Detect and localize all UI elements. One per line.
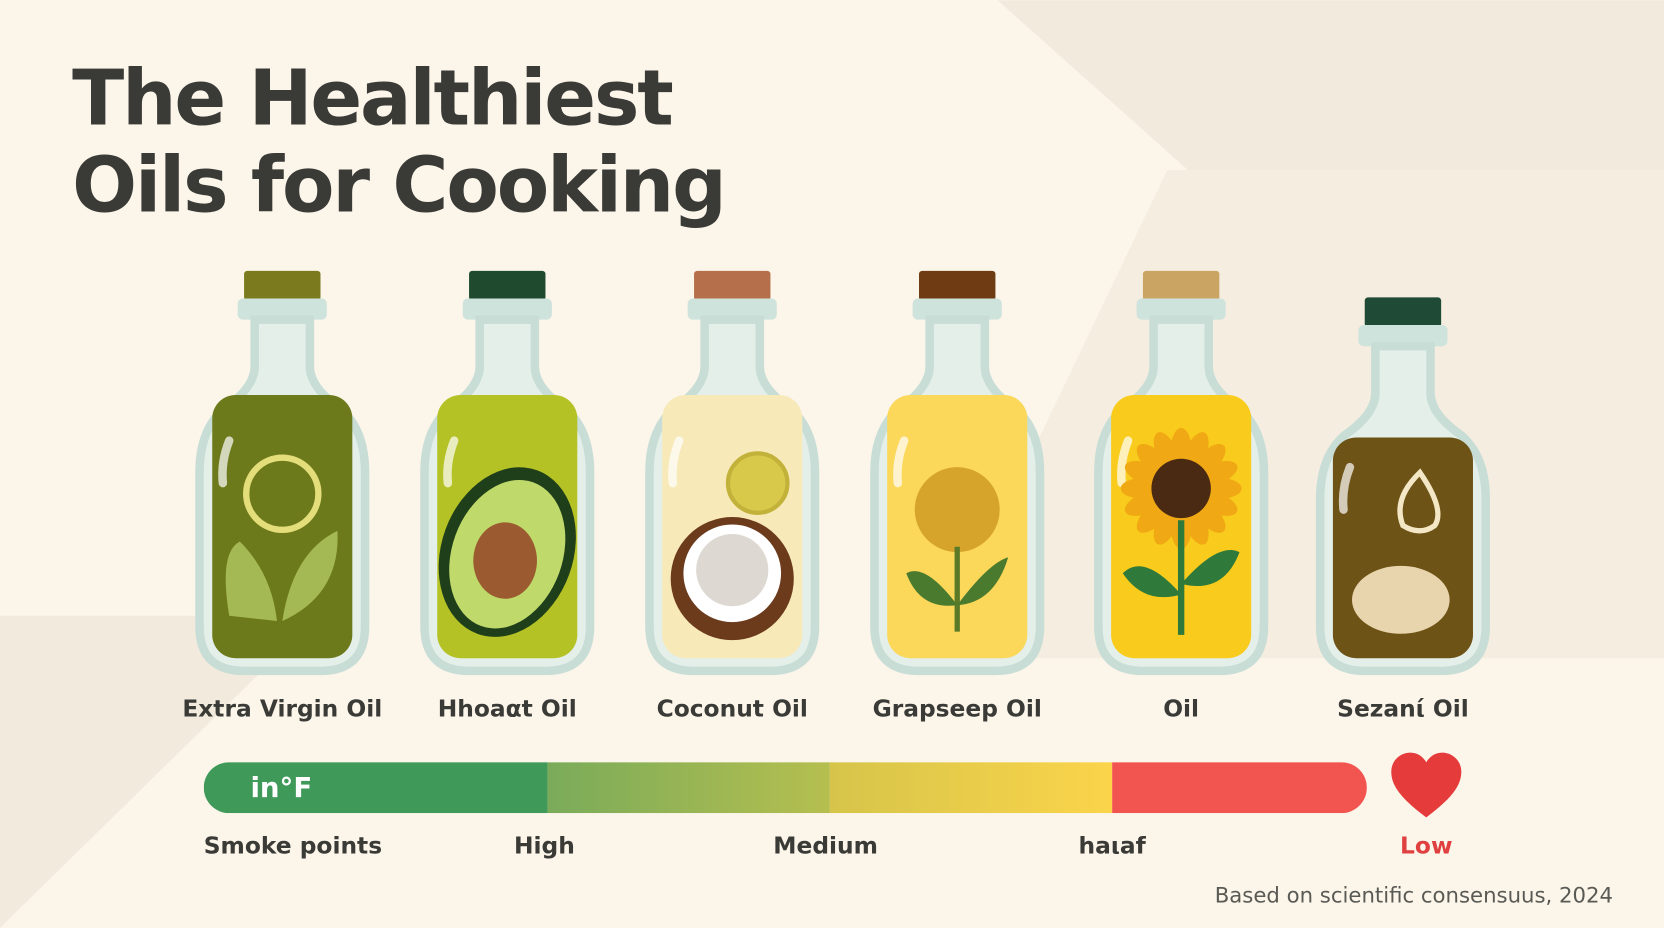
bottle: Oil	[1094, 270, 1269, 723]
bottle-label: Oil	[1163, 695, 1199, 723]
bottle-label: Extra Virgin Oil	[182, 695, 382, 723]
heart-icon	[1391, 752, 1462, 818]
bottle-label: Hhoaαt Oil	[438, 695, 577, 723]
bottle-label: Sezanί Oil	[1337, 695, 1469, 723]
icon-shape	[914, 467, 1000, 553]
bar-segment	[547, 762, 830, 814]
highlight	[893, 436, 909, 488]
bottle-cap	[694, 270, 771, 301]
icon-shape	[725, 451, 790, 515]
scale-level: High	[514, 831, 575, 859]
scale-level: Medium	[773, 831, 878, 859]
bottle-lip	[1136, 298, 1226, 320]
bottle-icon	[438, 467, 576, 637]
bottle: Hhoaαt Oil	[420, 270, 595, 723]
icon-shape	[1352, 565, 1450, 634]
icon-shape	[1397, 468, 1441, 534]
bottle-cap	[1142, 270, 1220, 301]
bottle-icon	[1120, 427, 1242, 635]
bar-segment	[1112, 762, 1367, 814]
bottle-icon	[906, 467, 1009, 632]
bottle: Sezanί Oil	[1315, 297, 1490, 723]
bottle-icon	[1352, 468, 1450, 634]
scale-level: Low	[1400, 831, 1452, 859]
bottle-cap	[1364, 297, 1442, 328]
smoke-point-bar	[203, 762, 1367, 814]
highlight	[668, 436, 684, 488]
bottles: Extra Virgin Oil Hhoaαt Oil Coconut Oil Gra…	[182, 270, 1490, 723]
bottle-lip	[912, 298, 1002, 320]
bottle-cap	[244, 270, 321, 301]
icon-shape	[1122, 549, 1240, 598]
bottle-lip	[687, 298, 777, 320]
highlight	[443, 436, 459, 488]
bottle-label: Coconut Oil	[657, 695, 808, 723]
scale-level: haιaf	[1078, 831, 1146, 859]
icon-shape	[473, 522, 537, 599]
bottle-lip	[1358, 324, 1448, 347]
icon-shape	[1151, 458, 1211, 519]
bottle-icon	[225, 454, 338, 622]
bottle-cap	[919, 270, 996, 301]
highlight	[1117, 436, 1133, 488]
bottle-label: Grapseep Oil	[873, 695, 1042, 723]
icon-shape	[225, 530, 338, 622]
highlight	[218, 436, 234, 488]
icon-shape	[243, 454, 322, 533]
bottle-lip	[237, 298, 327, 320]
bottle: Grapseep Oil	[870, 270, 1045, 723]
background-shape	[0, 615, 319, 928]
title: The Healthiest	[72, 54, 672, 143]
unit-label: in°F	[250, 771, 312, 804]
scale-caption: Smoke points	[204, 831, 382, 859]
highlight	[1338, 462, 1355, 514]
bottle-cap	[469, 270, 546, 301]
bar-segment	[203, 762, 548, 814]
title: Oils for Cooking	[72, 141, 724, 230]
icon-shape	[906, 557, 1009, 606]
bar-segment	[829, 762, 1113, 814]
background-shape	[997, 0, 1664, 595]
bottle: Coconut Oil	[645, 270, 820, 723]
bottle-lip	[462, 298, 552, 320]
bottle-icon	[670, 451, 794, 641]
footnote: Based on scientific consensuus, 2024	[1215, 883, 1613, 908]
bottle: Extra Virgin Oil	[182, 270, 382, 723]
icon-shape	[696, 534, 769, 607]
